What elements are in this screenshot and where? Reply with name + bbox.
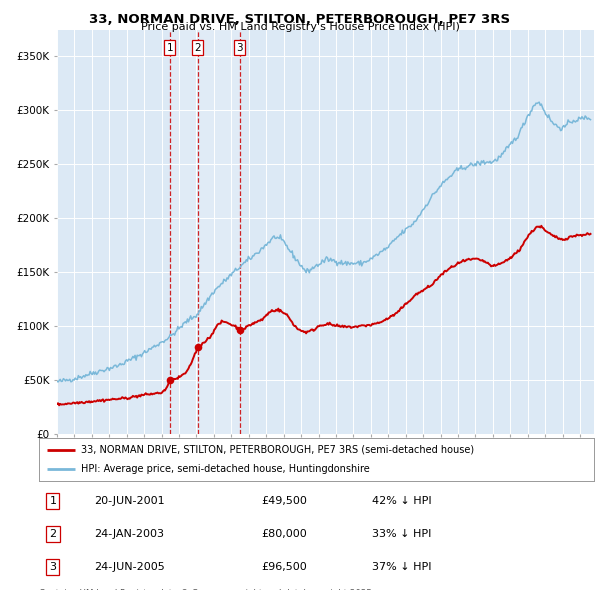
Text: HPI: Average price, semi-detached house, Huntingdonshire: HPI: Average price, semi-detached house,… [80, 464, 370, 474]
Text: £49,500: £49,500 [261, 496, 307, 506]
Text: 20-JUN-2001: 20-JUN-2001 [95, 496, 165, 506]
Text: 42% ↓ HPI: 42% ↓ HPI [372, 496, 431, 506]
Bar [170, 30, 239, 434]
Text: 33, NORMAN DRIVE, STILTON, PETERBOROUGH, PE7 3RS (semi-detached house): 33, NORMAN DRIVE, STILTON, PETERBOROUGH,… [80, 445, 474, 455]
Text: £96,500: £96,500 [261, 562, 307, 572]
Text: 1: 1 [49, 496, 56, 506]
Text: 2: 2 [49, 529, 56, 539]
Text: 24-JUN-2005: 24-JUN-2005 [95, 562, 165, 572]
Text: 37% ↓ HPI: 37% ↓ HPI [372, 562, 431, 572]
Text: 3: 3 [236, 42, 243, 53]
Text: Price paid vs. HM Land Registry's House Price Index (HPI): Price paid vs. HM Land Registry's House … [140, 22, 460, 32]
Text: 2: 2 [194, 42, 201, 53]
Text: 1: 1 [166, 42, 173, 53]
Text: 33, NORMAN DRIVE, STILTON, PETERBOROUGH, PE7 3RS: 33, NORMAN DRIVE, STILTON, PETERBOROUGH,… [89, 13, 511, 26]
Text: 24-JAN-2003: 24-JAN-2003 [95, 529, 164, 539]
Text: 33% ↓ HPI: 33% ↓ HPI [372, 529, 431, 539]
Text: £80,000: £80,000 [261, 529, 307, 539]
Text: 3: 3 [49, 562, 56, 572]
Text: Contains HM Land Registry data © Crown copyright and database right 2025.
This d: Contains HM Land Registry data © Crown c… [39, 589, 374, 590]
